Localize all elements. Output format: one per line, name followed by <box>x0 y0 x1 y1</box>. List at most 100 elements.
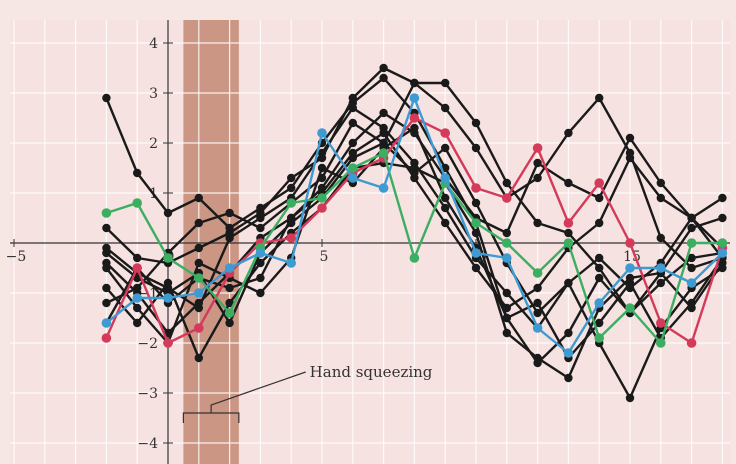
data-point <box>502 238 512 248</box>
data-point <box>471 198 481 208</box>
data-point <box>163 208 173 218</box>
data-point <box>133 253 142 263</box>
data-point <box>163 293 173 303</box>
data-point <box>317 203 327 213</box>
data-point <box>379 63 388 73</box>
series-12 <box>101 93 728 358</box>
data-point <box>348 163 358 173</box>
data-point <box>287 218 296 228</box>
data-point <box>625 278 635 288</box>
data-point <box>194 323 204 333</box>
data-point <box>225 283 234 293</box>
data-point <box>224 308 235 318</box>
data-point <box>225 208 234 218</box>
data-point <box>348 118 357 128</box>
data-point <box>286 233 297 243</box>
data-point <box>441 78 450 88</box>
data-point <box>348 103 357 113</box>
data-point <box>379 128 388 138</box>
data-point <box>194 353 203 363</box>
data-point <box>502 228 511 238</box>
data-point <box>625 393 635 403</box>
data-point <box>441 193 450 203</box>
data-point <box>379 73 388 83</box>
plot-background <box>10 20 730 464</box>
data-point <box>163 253 173 263</box>
data-point <box>595 263 604 273</box>
y-tick-label: 4 <box>149 36 158 52</box>
data-point <box>194 243 203 253</box>
data-point <box>533 218 542 228</box>
data-point <box>595 253 604 263</box>
data-point <box>287 183 296 193</box>
data-point <box>687 263 696 273</box>
data-point <box>533 158 542 168</box>
data-point <box>717 238 728 248</box>
data-point <box>410 123 419 133</box>
data-point <box>594 298 604 308</box>
data-point <box>532 323 543 333</box>
data-point <box>502 328 511 338</box>
data-point <box>471 183 481 193</box>
data-point <box>687 298 696 308</box>
data-point <box>533 298 542 308</box>
data-point <box>348 93 357 103</box>
data-point <box>502 303 511 313</box>
data-point <box>256 223 265 233</box>
data-point <box>256 273 265 283</box>
data-point <box>471 263 481 273</box>
data-point <box>595 273 604 283</box>
data-point <box>286 258 297 268</box>
annotation-leader-line <box>210 371 306 413</box>
data-point <box>225 228 234 238</box>
data-point <box>133 283 142 293</box>
data-point <box>595 218 604 228</box>
y-tick-label: 3 <box>149 86 158 102</box>
y-tick-label: −3 <box>137 386 158 402</box>
data-point <box>194 288 204 298</box>
data-point <box>317 163 327 173</box>
data-point <box>625 263 635 273</box>
data-point <box>656 178 665 188</box>
data-point <box>440 173 451 183</box>
data-point <box>379 108 388 118</box>
data-point <box>101 318 112 328</box>
data-point <box>718 193 727 203</box>
data-point <box>378 148 389 158</box>
data-point <box>348 173 358 183</box>
data-point <box>471 228 481 238</box>
data-point <box>225 298 234 308</box>
data-point <box>686 278 697 288</box>
data-point <box>471 118 481 128</box>
data-point <box>532 143 543 153</box>
data-point <box>563 238 574 248</box>
data-point <box>533 353 542 363</box>
data-point <box>502 253 512 263</box>
data-point <box>440 128 451 138</box>
data-point <box>194 273 204 283</box>
data-point <box>625 303 635 313</box>
data-point <box>533 308 542 318</box>
data-point <box>102 248 111 258</box>
data-point <box>133 168 142 178</box>
data-point <box>441 218 450 228</box>
data-point <box>502 288 511 298</box>
data-point <box>317 193 327 203</box>
data-point <box>532 268 543 278</box>
data-point <box>564 373 573 383</box>
data-point <box>625 133 635 143</box>
data-point <box>102 263 111 273</box>
data-point <box>410 78 419 88</box>
data-point <box>441 203 450 213</box>
data-point <box>563 218 574 228</box>
y-tick-label: −2 <box>137 336 158 352</box>
data-point <box>594 178 604 188</box>
data-point <box>101 208 112 218</box>
data-point <box>471 143 481 153</box>
series-8 <box>102 123 727 363</box>
data-point <box>687 253 696 263</box>
x-tick-label: −5 <box>6 249 27 265</box>
data-point <box>379 138 388 148</box>
data-point <box>102 283 111 293</box>
